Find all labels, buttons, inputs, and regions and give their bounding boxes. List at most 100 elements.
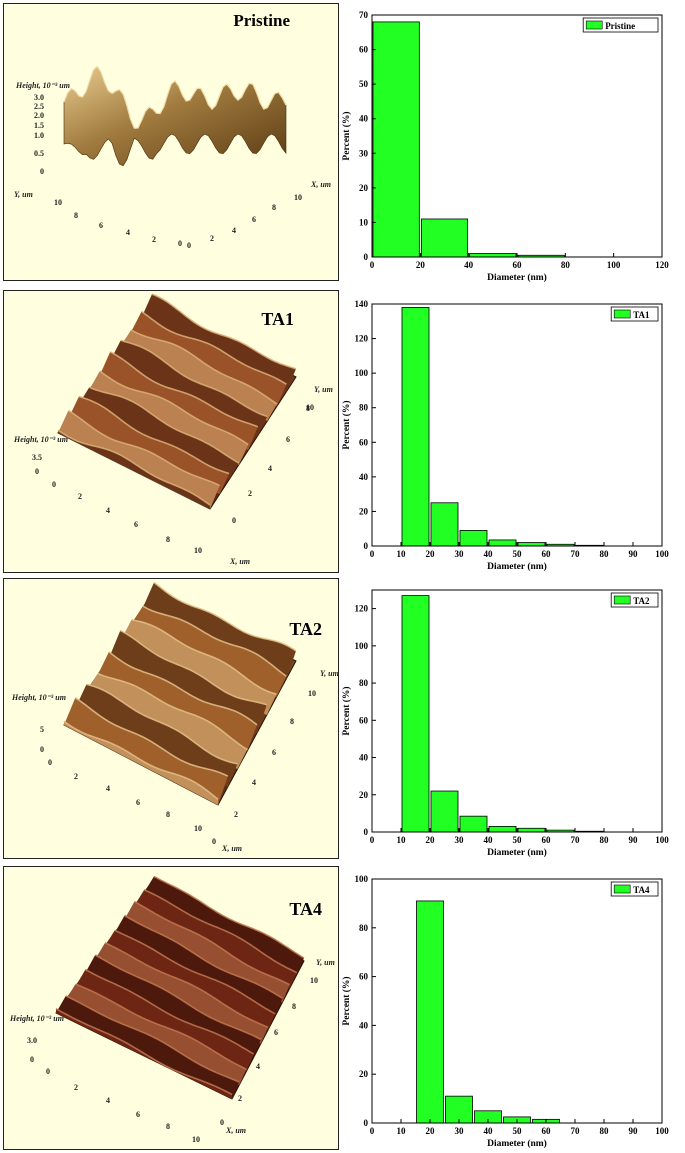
surface-ridge-4 (109, 351, 259, 428)
bar-1 (430, 790, 459, 833)
y-tick-label-2: 20 (359, 183, 369, 193)
axis1-tick-4: 8 (166, 810, 170, 819)
histogram-ta4: 0 10 20 30 40 50 60 70 80 90 100 0 20 40 60 80 100 Diamet… (341, 867, 684, 1151)
axis2-tick-3: 6 (272, 748, 276, 757)
y-tick-label-6: 120 (355, 604, 369, 614)
surface-ridge-2 (130, 329, 278, 405)
x-tick-label-1: 10 (397, 1126, 407, 1136)
surface-strip-8 (58, 410, 220, 509)
afm-surface-pristine (63, 65, 287, 167)
x-tick-label-0: 0 (370, 260, 375, 270)
axis2-tick-2: 4 (256, 1062, 260, 1071)
y-tick-label-0: 0 (364, 1118, 369, 1128)
x-tick-label-5: 50 (513, 549, 523, 559)
legend-label: TA1 (633, 310, 650, 320)
bar-0 (416, 900, 444, 1124)
surface-strip-2 (120, 329, 277, 421)
x-tick-label-5: 50 (513, 835, 523, 845)
x-tick-1: 2 (210, 234, 214, 243)
axis1-tick-3: 6 (134, 520, 138, 529)
surface-strip-6 (75, 684, 238, 787)
bar-1 (430, 502, 459, 547)
y-axis-label: Percent (%) (341, 686, 352, 735)
surface-strip-1 (131, 606, 287, 697)
x-tick-label-2: 20 (426, 549, 436, 559)
y-tick-label-2: 40 (359, 1020, 369, 1030)
y-tick-label-6: 60 (359, 45, 369, 55)
y-tick-label-5: 50 (359, 79, 369, 89)
axis1-tick-1: 2 (74, 772, 78, 781)
x-axis-label: Diameter (nm) (487, 847, 547, 858)
x-tick-label-2: 20 (426, 835, 436, 845)
axis2-tick-0: 0 (220, 1118, 224, 1127)
y-axis-label: Percent (%) (341, 400, 352, 449)
histogram-ta2-svg: 0 10 20 30 40 50 60 70 80 90 100 0 20 40 60 80 100 120 Dia… (341, 589, 669, 858)
axis2-tick-5: 10 (310, 976, 318, 985)
height-axis-label: Height, 10⁻³ um (13, 435, 68, 444)
bar-0 (401, 307, 430, 547)
surface-ridge-9 (57, 429, 211, 506)
height-axis-label: Height, 10⁻³ um (9, 1014, 64, 1023)
x-tick-label-9: 90 (629, 835, 639, 845)
x-tick-2: 4 (232, 226, 236, 235)
surface-ridge-6 (88, 386, 240, 464)
axis1-tick-1: 2 (78, 492, 82, 501)
axis2-tick-5: 10 (306, 403, 314, 412)
surface-ridge-10 (55, 1008, 233, 1096)
x-tick-label-4: 40 (484, 549, 494, 559)
axis2-tick-5: 10 (308, 689, 316, 698)
axis2-tick-2: 4 (252, 778, 256, 787)
surface-strip-5 (95, 942, 268, 1044)
height-axis-label: Height, 10⁻³ um (11, 693, 66, 702)
histogram-ta1-svg: 0 10 20 30 40 50 60 70 80 90 100 0 20 40 60 80 100 120 140… (341, 299, 669, 572)
height-tick-1: 2.5 (34, 102, 44, 111)
x-tick-label-4: 40 (484, 1126, 494, 1136)
bar-0 (401, 595, 430, 833)
y-tick-label-3: 30 (359, 148, 369, 158)
surface-strip-5 (86, 673, 248, 769)
height-tick-1: 0 (40, 745, 44, 754)
x-tick-label-1: 10 (397, 835, 407, 845)
axis1-tick-4: 8 (166, 535, 170, 544)
y-axis-label: Percent (%) (341, 976, 352, 1025)
surface-strip-3 (109, 630, 267, 733)
axis2-tick-4: 8 (306, 404, 310, 413)
x-tick-label-1: 10 (397, 549, 407, 559)
histogram-ta2: 0 10 20 30 40 50 60 70 80 90 100 0 20 40 60 80 100 120 Dia… (341, 578, 684, 860)
surface-ridge-1 (143, 889, 298, 974)
y-tick-4: 2 (152, 235, 156, 244)
afm-title-ta1: TA1 (261, 309, 294, 329)
y-tick-label-4: 80 (359, 403, 369, 413)
axis2-name: Y, um (316, 958, 335, 967)
y-tick-label-3: 60 (359, 972, 369, 982)
y-tick-2: 6 (99, 221, 103, 230)
x-tick-label-6: 60 (542, 835, 552, 845)
height-tick-0: 5 (40, 725, 44, 734)
x-tick-label-2: 20 (426, 1126, 436, 1136)
surface-ridge-3 (119, 629, 268, 706)
surface-ridge-8 (67, 409, 220, 487)
legend-swatch (585, 20, 603, 30)
axis1-tick-0: 0 (46, 1067, 50, 1076)
bar-3 (488, 539, 517, 547)
legend-swatch (613, 309, 631, 319)
legend-label: TA4 (633, 885, 650, 895)
y-tick-label-0: 0 (364, 252, 369, 262)
x-tick-label-8: 80 (600, 1126, 610, 1136)
surface-crest (63, 65, 287, 129)
surface-ridge-5 (104, 942, 269, 1029)
surface-strip-3 (114, 915, 283, 1017)
y-tick-label-5: 100 (355, 874, 369, 884)
afm-image-pristine: Pristine Height, 10⁻³ um 3.02.52.01.51.0 0.… (14, 11, 331, 250)
axis1-tick-3: 6 (136, 1110, 140, 1119)
x-tick-label-10: 100 (655, 1126, 669, 1136)
axis1-tick-0: 0 (48, 758, 52, 767)
y-tick-1: 8 (74, 211, 78, 220)
axis1-name: X, um (221, 844, 242, 853)
surface-ridge-3 (124, 914, 283, 999)
height-tick-0: 3.0 (34, 93, 44, 102)
surface-strip-4 (97, 651, 257, 751)
surface-strip-1 (134, 889, 297, 989)
y-tick-label-1: 20 (359, 506, 369, 516)
